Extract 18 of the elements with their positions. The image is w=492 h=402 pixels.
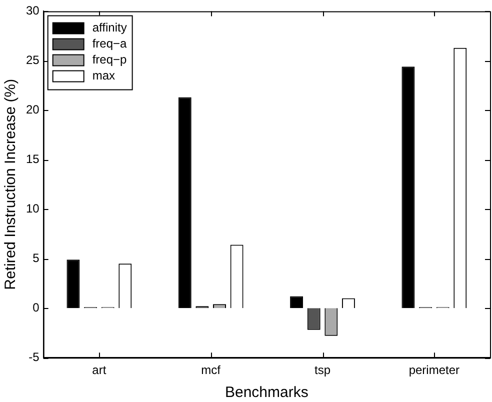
y-tick-label: 15 bbox=[26, 152, 40, 166]
y-tick-label: 25 bbox=[26, 53, 40, 67]
y-tick-label: -5 bbox=[28, 350, 40, 364]
y-tick-label: 20 bbox=[26, 102, 40, 116]
x-tick-label: tsp bbox=[314, 363, 331, 378]
legend-label: affinity bbox=[92, 20, 127, 35]
y-axis-title: Retired Instruction Increase (%) bbox=[2, 78, 20, 290]
legend-label: freq−p bbox=[92, 52, 128, 67]
x-tick-label: perimeter bbox=[408, 363, 460, 378]
x-tick-label: mcf bbox=[201, 363, 222, 378]
legend-label: max bbox=[92, 68, 116, 83]
y-tick-label: 10 bbox=[26, 201, 40, 216]
x-tick-label: art bbox=[92, 363, 107, 378]
y-tick-label: 30 bbox=[26, 4, 40, 18]
y-tick-label: 0 bbox=[32, 300, 40, 314]
y-tick-label: 5 bbox=[32, 250, 40, 265]
x-axis-title: Benchmarks bbox=[224, 384, 308, 402]
legend-label: freq−a bbox=[92, 36, 128, 51]
